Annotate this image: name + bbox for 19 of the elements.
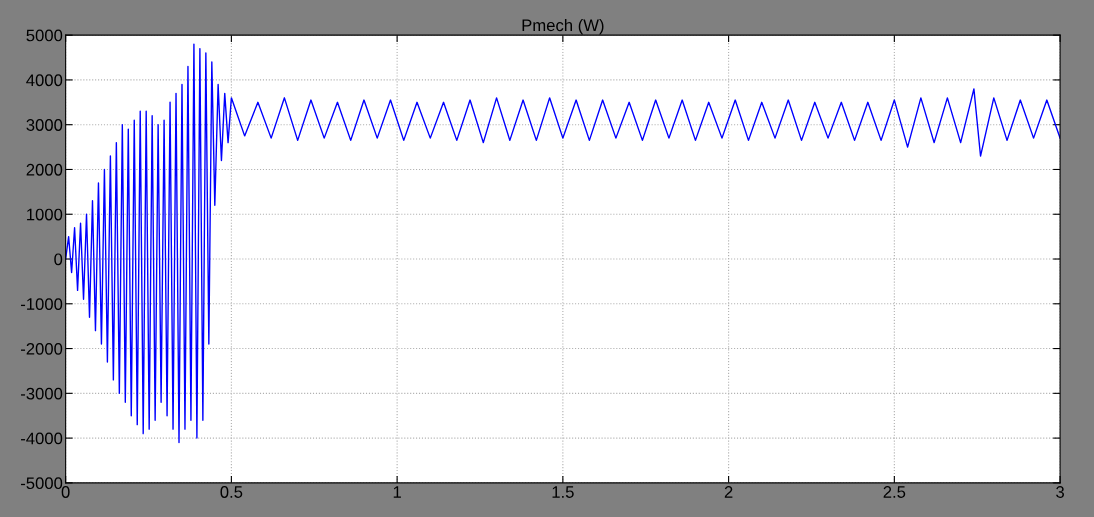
y-tick-label: 5000 bbox=[26, 29, 63, 42]
y-tick-label: 1000 bbox=[27, 208, 63, 221]
y-tick-label: 3000 bbox=[26, 119, 63, 131]
x-tick-label: 1.5 bbox=[552, 486, 574, 498]
line-series bbox=[65, 43, 1061, 444]
x-tick-label: 1 bbox=[393, 486, 401, 498]
y-tick-label: -4000 bbox=[20, 432, 63, 445]
y-tick-label: 2000 bbox=[26, 163, 63, 176]
x-tick-label: 2.5 bbox=[883, 486, 906, 498]
y-tick-label: 0 bbox=[54, 253, 63, 266]
x-tick-label: 2 bbox=[724, 486, 733, 498]
chart-title: Pmech (W) bbox=[522, 18, 604, 35]
y-tick-label: -3000 bbox=[20, 387, 63, 400]
y-tick-label: -2000 bbox=[20, 342, 63, 355]
y-tick-label: 4000 bbox=[26, 74, 63, 87]
y-tick-label: -5000 bbox=[20, 477, 63, 490]
y-tick-label: -1000 bbox=[20, 298, 63, 310]
x-tick-label: 3 bbox=[1056, 486, 1064, 498]
x-tick-label: 0.5 bbox=[220, 486, 243, 498]
